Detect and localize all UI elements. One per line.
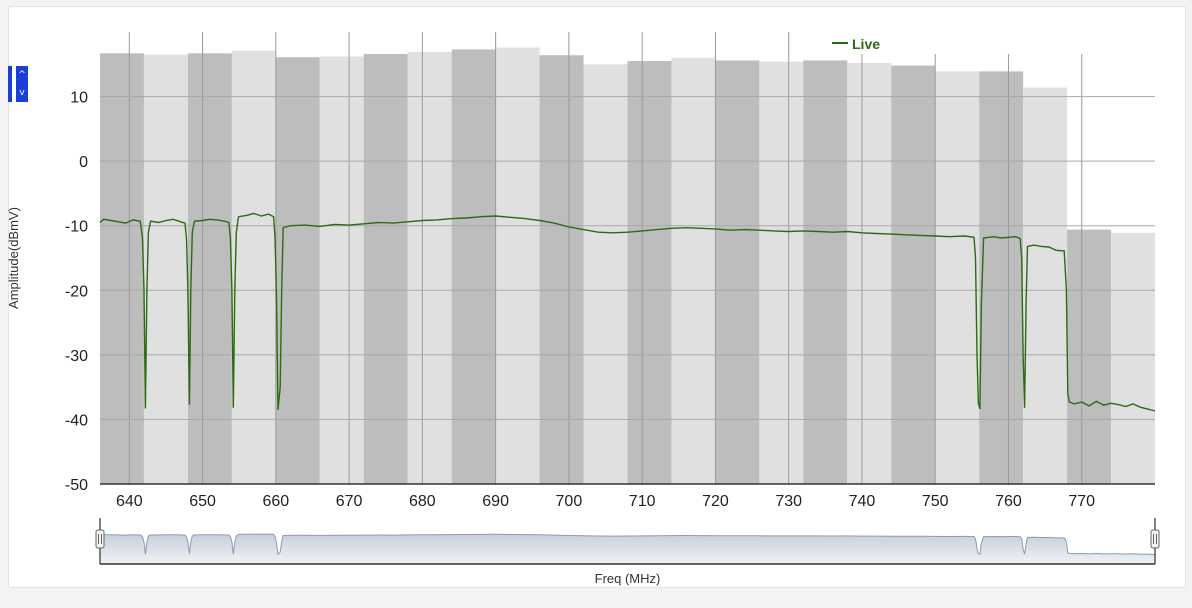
x-tick-label: 650 (189, 493, 216, 510)
channel-band-8 (451, 49, 496, 484)
x-gridlines (128, 32, 1083, 484)
y-gridlines (100, 96, 1155, 485)
navigator-handle-right[interactable] (1150, 529, 1160, 549)
channel-band-18 (891, 65, 936, 484)
channel-band-19 (935, 71, 980, 484)
channel-band-23 (1111, 232, 1155, 484)
y-tick-label: -10 (65, 219, 88, 236)
navigator-line (99, 533, 1156, 556)
x-tick-label: 700 (556, 493, 583, 510)
x-axis-title: Freq (MHz) (595, 571, 661, 586)
channel-band-5 (319, 56, 364, 485)
y-tick-label: 0 (79, 154, 88, 171)
legend[interactable]: Live (828, 32, 1154, 54)
channel-band-7 (407, 52, 452, 484)
y-tick-label: 10 (70, 90, 88, 107)
y-tick-label: -50 (65, 477, 88, 494)
x-tick-label: 680 (409, 493, 436, 510)
navigator-handle-left[interactable] (95, 529, 105, 549)
channel-band-3 (231, 50, 276, 485)
channel-band-17 (847, 62, 892, 484)
channel-band-6 (363, 53, 408, 484)
y-tick-label: -30 (65, 348, 88, 365)
x-tick-label: 770 (1068, 493, 1095, 510)
x-tick-label: 660 (262, 493, 289, 510)
channel-band-22 (1067, 229, 1112, 484)
channel-bands (100, 47, 1155, 485)
range-navigator[interactable] (95, 518, 1160, 565)
channel-band-13 (671, 57, 716, 484)
channel-band-14 (715, 60, 760, 484)
x-tick-label: 690 (482, 493, 509, 510)
live-series[interactable] (99, 212, 1156, 412)
x-tick-label: 760 (995, 493, 1022, 510)
x-tick-labels: 640 650 660 670 680 690 700 710 720 730 740 750 760 7… (116, 493, 1095, 510)
channel-band-12 (627, 61, 672, 485)
navigator-area (100, 534, 1155, 564)
y-tick-label: -20 (65, 283, 88, 300)
x-tick-label: 720 (702, 493, 729, 510)
x-tick-label: 640 (116, 493, 143, 510)
x-tick-label: 730 (775, 493, 802, 510)
channel-band-16 (803, 60, 848, 484)
channel-band-2 (187, 53, 232, 485)
channel-band-9 (495, 47, 540, 485)
x-tick-label: 670 (336, 493, 363, 510)
scroll-track[interactable] (8, 66, 12, 102)
channel-band-21 (1023, 87, 1068, 484)
y-axis-title: Amplitude(dBmV) (6, 207, 21, 309)
channel-band-0 (100, 53, 144, 485)
scroll-down-button[interactable]: v (16, 84, 28, 102)
live-line[interactable] (99, 212, 1156, 412)
scroll-control[interactable]: ^ v (8, 66, 28, 102)
channel-band-4 (275, 57, 320, 484)
x-tick-label: 750 (922, 493, 949, 510)
channel-band-1 (143, 54, 188, 484)
legend-label-live[interactable]: Live (852, 36, 880, 52)
channel-band-11 (583, 64, 628, 485)
y-tick-labels: 10 0 -10 -20 -30 -40 -50 (65, 90, 88, 494)
x-tick-label: 710 (629, 493, 656, 510)
legend-box (828, 32, 1154, 54)
channel-band-20 (979, 71, 1024, 484)
channel-band-10 (539, 55, 584, 484)
x-tick-label: 740 (849, 493, 876, 510)
y-tick-label: -40 (65, 412, 88, 429)
channel-band-15 (759, 61, 804, 485)
